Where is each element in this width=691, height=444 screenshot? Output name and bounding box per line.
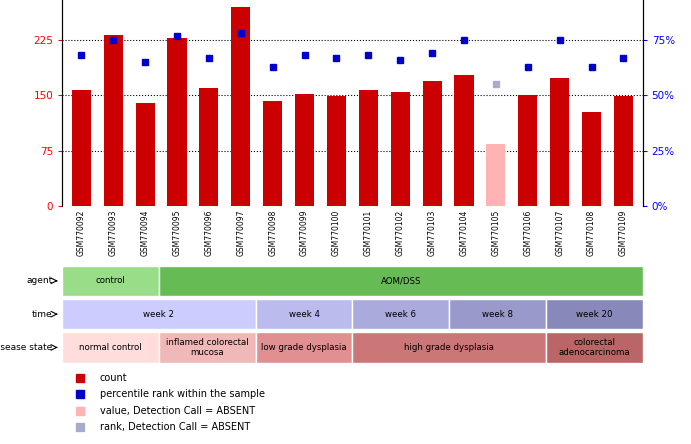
Text: GSM770106: GSM770106 xyxy=(523,210,532,256)
Bar xyxy=(327,96,346,206)
Bar xyxy=(449,299,546,329)
Bar xyxy=(62,332,159,363)
Bar xyxy=(295,94,314,206)
Text: percentile rank within the sample: percentile rank within the sample xyxy=(100,389,265,399)
Text: GSM770093: GSM770093 xyxy=(108,210,117,256)
Bar xyxy=(486,143,506,206)
Text: disease state: disease state xyxy=(0,343,53,352)
Bar xyxy=(359,90,378,206)
Text: week 6: week 6 xyxy=(386,309,416,319)
Text: GSM770095: GSM770095 xyxy=(173,210,182,256)
Bar xyxy=(159,266,643,296)
Text: GSM770098: GSM770098 xyxy=(268,210,277,256)
Bar xyxy=(72,90,91,206)
Text: GSM770102: GSM770102 xyxy=(396,210,405,256)
Text: GSM770109: GSM770109 xyxy=(619,210,628,256)
Text: GSM770101: GSM770101 xyxy=(364,210,373,256)
Text: GSM770103: GSM770103 xyxy=(428,210,437,256)
Bar xyxy=(455,75,473,206)
Text: high grade dysplasia: high grade dysplasia xyxy=(404,343,494,352)
Text: GSM770099: GSM770099 xyxy=(300,210,309,256)
Bar xyxy=(352,332,546,363)
Bar xyxy=(546,332,643,363)
Text: GSM770108: GSM770108 xyxy=(587,210,596,256)
Text: GSM770105: GSM770105 xyxy=(491,210,500,256)
Text: rank, Detection Call = ABSENT: rank, Detection Call = ABSENT xyxy=(100,423,250,432)
Text: inflamed colorectal
mucosa: inflamed colorectal mucosa xyxy=(166,338,249,357)
Text: time: time xyxy=(32,309,53,319)
Bar xyxy=(550,79,569,206)
Bar xyxy=(546,299,643,329)
Text: week 4: week 4 xyxy=(289,309,319,319)
Text: GSM770104: GSM770104 xyxy=(460,210,468,256)
Text: GSM770097: GSM770097 xyxy=(236,210,245,256)
Text: week 8: week 8 xyxy=(482,309,513,319)
Text: low grade dysplasia: low grade dysplasia xyxy=(261,343,347,352)
Bar xyxy=(62,266,159,296)
Text: GSM770094: GSM770094 xyxy=(140,210,150,256)
Bar xyxy=(582,112,601,206)
Bar xyxy=(104,35,123,206)
Text: normal control: normal control xyxy=(79,343,142,352)
Text: GSM770092: GSM770092 xyxy=(77,210,86,256)
Text: count: count xyxy=(100,373,128,383)
Text: week 2: week 2 xyxy=(144,309,174,319)
Text: GSM770100: GSM770100 xyxy=(332,210,341,256)
Text: control: control xyxy=(95,276,126,285)
Text: GSM770107: GSM770107 xyxy=(555,210,565,256)
Bar xyxy=(614,96,633,206)
Bar xyxy=(256,332,352,363)
Bar xyxy=(231,7,250,206)
Text: colorectal
adenocarcinoma: colorectal adenocarcinoma xyxy=(558,338,630,357)
Bar xyxy=(263,101,282,206)
Bar xyxy=(167,38,187,206)
Bar xyxy=(518,95,538,206)
Text: GSM770096: GSM770096 xyxy=(205,210,214,256)
Bar xyxy=(423,81,442,206)
Bar xyxy=(159,332,256,363)
Bar xyxy=(135,103,155,206)
Bar xyxy=(352,299,449,329)
Bar xyxy=(256,299,352,329)
Text: week 20: week 20 xyxy=(576,309,612,319)
Bar xyxy=(199,88,218,206)
Bar xyxy=(62,299,256,329)
Text: AOM/DSS: AOM/DSS xyxy=(381,276,421,285)
Text: value, Detection Call = ABSENT: value, Detection Call = ABSENT xyxy=(100,406,255,416)
Bar xyxy=(390,92,410,206)
Text: agent: agent xyxy=(26,276,53,285)
